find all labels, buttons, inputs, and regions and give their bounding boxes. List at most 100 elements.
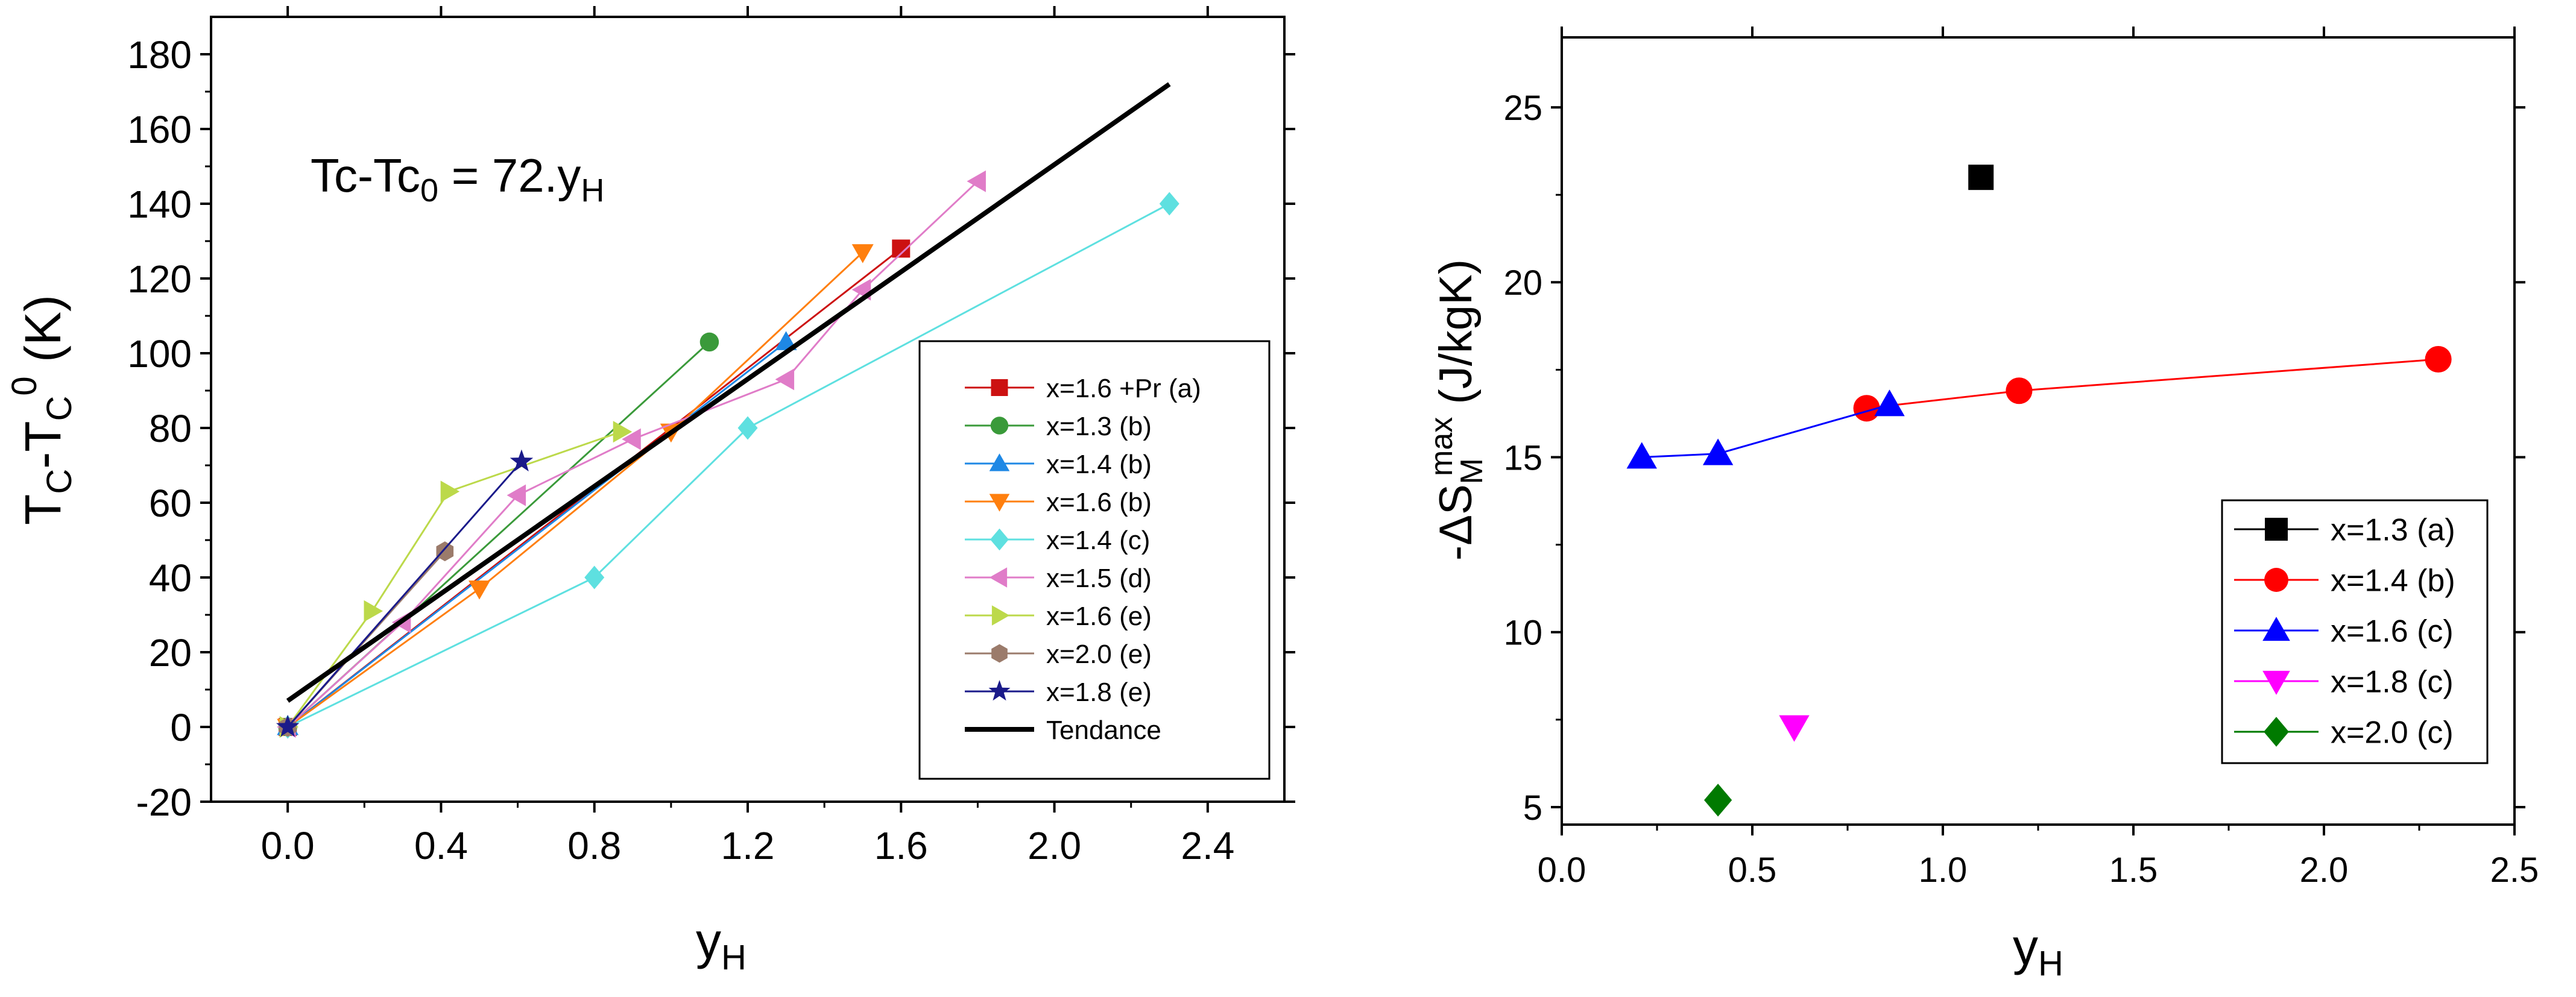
y-tick-label: 180 [127,33,192,77]
series-8 [276,449,534,737]
x-tick-label: 0.0 [261,824,315,867]
data-point [510,449,534,472]
legend-label: x=1.3 (b) [1046,412,1152,441]
legend-item: x=1.4 (c) [965,526,1150,555]
legend-label: x=1.4 (b) [1046,450,1152,479]
legend-item: x=1.8 (e) [965,678,1152,707]
legend-marker [989,494,1010,512]
y-tick-label: 40 [149,556,192,600]
data-point [1779,715,1810,742]
data-point [1159,192,1179,216]
x-tick-label: 0.8 [567,824,621,867]
legend-label: x=1.6 (b) [1046,488,1152,517]
x-tick-label: 0.5 [1728,851,1777,890]
legend-marker [989,567,1008,588]
series-line [286,82,1171,703]
legend-label: x=1.3 (a) [2331,513,2455,548]
x-tick-label: 1.5 [2109,851,2158,890]
data-point [1704,784,1732,817]
y-axis-label-right: -ΔSMmax (J/kgK) [1424,259,1489,561]
x-tick-label: 0.0 [1538,851,1586,890]
data-point [1853,395,1880,422]
y-tick-label: -20 [136,781,192,824]
data-point [1702,438,1734,465]
legend-item: x=1.4 (b) [2234,564,2455,599]
legend-item: x=1.3 (a) [2234,513,2455,548]
y-tick-label: 5 [1523,788,1542,828]
legend-item: x=1.6 (c) [2234,614,2454,649]
legend-item: x=1.3 (b) [965,412,1152,441]
data-point [364,600,383,622]
legend-label: x=1.8 (c) [2331,665,2454,700]
data-point [622,428,641,450]
legend-item: x=1.6 (b) [965,488,1152,517]
data-point [851,244,874,263]
legend-marker [991,379,1008,396]
y-tick-label: 0 [170,706,192,749]
data-point [469,580,490,600]
legend-marker [991,644,1008,663]
legend-label: x=1.4 (b) [2331,564,2455,599]
series-0 [1968,165,1994,190]
legend-item: x=2.0 (e) [965,640,1152,669]
data-point [436,541,454,562]
legend-label: x=1.6 (e) [1046,602,1152,631]
data-point [1968,165,1994,190]
data-point [2425,345,2452,373]
x-axis-label-right: yH [2013,919,2063,983]
legend-item: x=2.0 (c) [2234,716,2454,750]
x-tick-label: 2.0 [1028,824,1081,867]
data-point [276,714,300,737]
legend-label: x=1.4 (c) [1046,526,1150,555]
series-2 [1626,389,1905,469]
data-point [613,421,633,443]
x-tick-label: 2.5 [2490,851,2539,890]
y-tick-label: 10 [1503,614,1542,653]
legend-marker [2262,670,2290,695]
series-9 [286,82,1171,703]
legend-label: x=1.6 +Pr (a) [1046,374,1201,403]
data-point [1626,442,1657,469]
series-1 [1853,345,2452,422]
legend-marker [988,680,1011,701]
data-point [507,484,526,506]
x-tick-label: 1.2 [721,824,775,867]
y-tick-label: 60 [149,482,192,525]
legend-marker [989,453,1010,471]
data-point [584,565,605,590]
y-tick-label: 25 [1503,89,1542,128]
x-axis-label-left: yH [696,913,747,977]
series-3 [1779,715,1810,742]
series-line [287,251,863,728]
y-tick-label: 120 [127,257,192,301]
data-point [775,368,795,391]
data-point [1874,389,1905,417]
y-tick-label: 20 [1503,263,1542,303]
x-tick-label: 1.6 [874,824,928,867]
data-point [440,480,460,503]
legend-item: x=1.4 (b) [965,450,1152,479]
legend-marker [2264,568,2288,592]
legend-label: x=1.8 (e) [1046,678,1152,707]
y-axis-label-left: TC-TC0 (K) [5,295,79,525]
legend-marker [2265,518,2288,541]
legend-item: x=1.8 (c) [2234,665,2454,700]
x-tick-label: 0.4 [414,824,468,867]
legend-item: x=1.5 (d) [965,564,1152,593]
legend-marker [2262,617,2290,641]
legend-label: x=2.0 (c) [2331,716,2454,750]
x-tick-label: 2.0 [2300,851,2349,890]
series-line [287,341,787,728]
y-tick-label: 20 [149,631,192,675]
data-point [775,331,797,350]
legend-label: Tendance [1046,716,1161,745]
legend-item: x=1.6 (e) [965,602,1152,631]
legend-marker [2264,717,2289,747]
legend-label: x=1.6 (c) [2331,614,2454,649]
legend-marker [991,605,1010,626]
y-tick-label: 100 [127,332,192,376]
series-line [287,203,1170,728]
trend-equation: Tc-Tc0 = 72.yH [311,149,604,209]
chart-tc-vs-yh: 0.0 0.4 0.8 1.2 1.6 2.0 2.4 -20 0 20 40 60 80 100 120 1… [5,6,1295,977]
